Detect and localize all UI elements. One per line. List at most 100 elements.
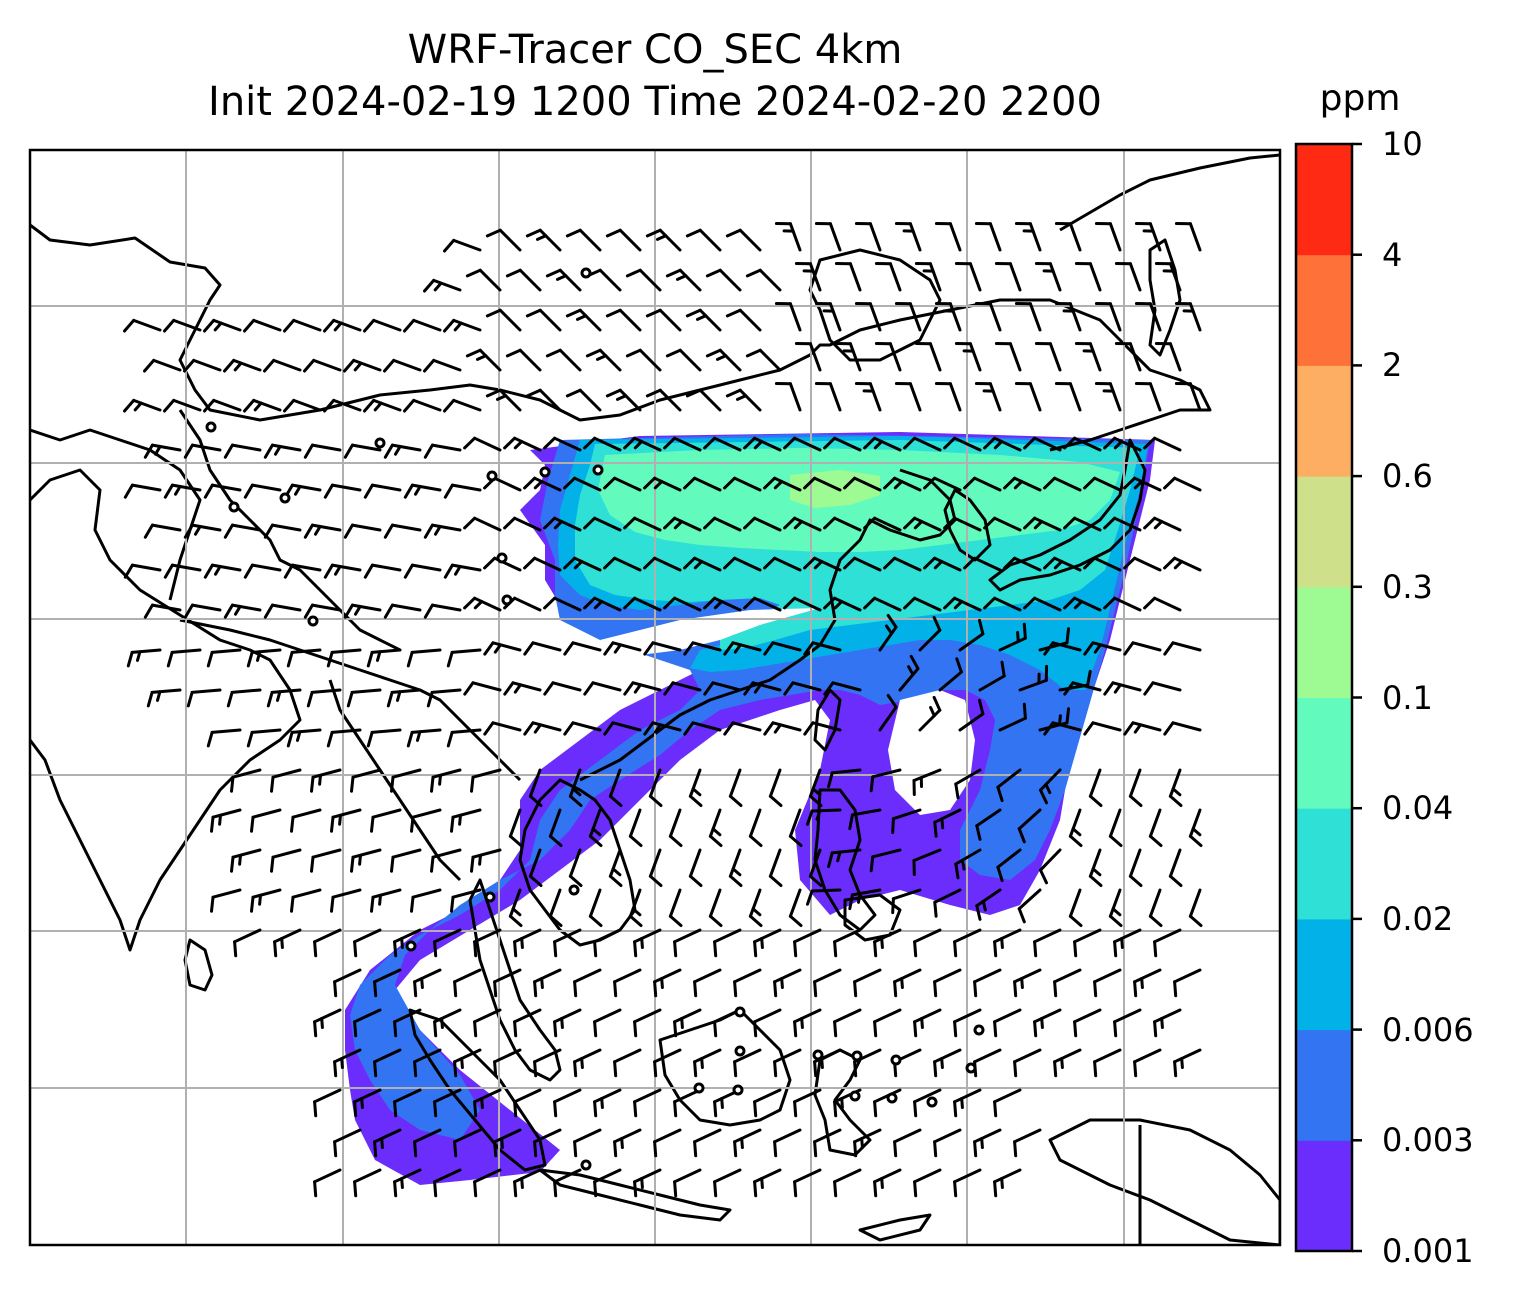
wind-barb-staff <box>753 1168 782 1184</box>
wind-barb-staff <box>711 681 742 692</box>
wind-barb-staff <box>513 596 542 612</box>
wind-barb-half-feather <box>693 560 704 570</box>
wind-barb-feather <box>723 556 737 570</box>
wind-barb-feather <box>1039 868 1048 885</box>
wind-barb-feather <box>568 794 583 807</box>
wind-barb-feather <box>1088 794 1103 807</box>
wind-barb-feather <box>563 721 575 736</box>
wind-barb-staff <box>370 563 402 572</box>
coast-india <box>30 468 302 952</box>
wind-barb-feather <box>975 904 982 921</box>
wind-barb-feather <box>353 1180 358 1198</box>
border-central-asia <box>30 428 202 601</box>
colorbar-tick-label: 2 <box>1382 346 1403 385</box>
wind-barb-staff <box>830 768 862 775</box>
wind-barb-half-feather <box>580 1057 584 1069</box>
wind-barb-staff <box>708 888 722 918</box>
wind-barb-staff <box>390 603 422 612</box>
wind-barb-feather <box>463 516 477 530</box>
wind-barb-staff <box>975 888 1002 908</box>
wind-barb-staff <box>633 596 662 612</box>
wind-barb-feather <box>975 824 982 841</box>
wind-barb-staff <box>748 808 762 838</box>
wind-barb-staff <box>373 1128 402 1144</box>
wind-barb-half-feather <box>1044 783 1052 795</box>
wind-barb-feather <box>625 268 642 278</box>
wind-barb-feather <box>183 523 194 539</box>
wind-barb-half-feather <box>713 600 724 610</box>
wind-barb-feather <box>513 1020 518 1038</box>
wind-barb-feather <box>605 228 622 238</box>
wind-barb-feather <box>250 815 255 833</box>
wind-barb-half-feather <box>476 354 488 361</box>
wind-barb-staff <box>313 1008 342 1024</box>
wind-barb-half-feather <box>533 480 544 490</box>
wind-barb-feather <box>673 940 678 958</box>
wind-barb-feather <box>450 895 455 913</box>
wind-barb-feather <box>953 1180 958 1198</box>
wind-barb-staff <box>553 436 582 452</box>
wind-barb-staff <box>132 318 162 332</box>
wind-barb-half-feather <box>1091 867 1102 877</box>
wind-barb-staff <box>1028 222 1042 252</box>
wind-barb-feather <box>525 388 542 398</box>
coast-north-asia <box>30 223 1212 452</box>
wind-barb-half-feather <box>576 314 588 321</box>
wind-barb-feather <box>353 1020 358 1038</box>
wind-barb-staff <box>908 302 922 332</box>
wind-barb-feather <box>703 436 717 450</box>
wind-barb-feather <box>863 436 877 450</box>
wind-barb-staff <box>392 358 422 372</box>
wind-barb-feather <box>1123 641 1135 656</box>
wind-barb-staff <box>1131 641 1162 652</box>
wind-barb-feather <box>763 556 777 570</box>
wind-barb-staff <box>332 318 362 332</box>
wind-barb-staff <box>893 476 922 492</box>
calm-marker <box>926 1096 938 1108</box>
wind-barb-feather <box>1003 556 1017 570</box>
wind-barb-staff <box>753 436 782 452</box>
wind-barb-half-feather <box>414 485 422 496</box>
wind-barb-half-feather <box>640 1177 644 1189</box>
wind-barb-half-feather <box>556 274 568 281</box>
calm-marker <box>539 466 551 478</box>
wind-barb-staff <box>933 808 962 824</box>
wind-barb-staff <box>578 308 602 332</box>
wind-barb-feather <box>763 476 777 490</box>
wind-barb-feather <box>768 794 783 807</box>
wind-barb-feather <box>350 775 355 793</box>
wind-barb-staff <box>478 268 502 292</box>
wind-barb-staff <box>430 523 462 532</box>
wind-barb-staff <box>372 318 402 332</box>
wind-barb-staff <box>1033 928 1062 944</box>
wind-barb-staff <box>973 1048 1002 1064</box>
wind-barb-half-feather <box>458 813 462 826</box>
wind-barb-feather <box>808 874 823 887</box>
wind-barb-staff <box>290 483 322 492</box>
wind-barb-staff <box>331 888 362 899</box>
wind-barb-staff <box>973 556 1002 572</box>
wind-barb-staff <box>658 308 682 332</box>
wind-barb-feather <box>605 308 622 318</box>
wind-barb-staff <box>130 483 162 492</box>
wind-barb-staff <box>190 523 222 532</box>
wind-barb-staff <box>633 928 662 944</box>
wind-barb-staff <box>312 358 342 372</box>
wind-barb-staff <box>513 1168 542 1184</box>
wind-barb-half-feather <box>433 281 443 292</box>
wind-barb-staff <box>1133 968 1162 984</box>
wind-barb-feather <box>793 1100 798 1118</box>
wind-barb-feather <box>943 596 957 610</box>
wind-barb-feather <box>483 721 495 736</box>
wind-barb-feather <box>645 228 662 238</box>
wind-barb-staff <box>271 848 302 859</box>
wind-barb-staff <box>1168 262 1182 292</box>
wind-barb-staff <box>172 318 202 332</box>
wind-barb-feather <box>473 1180 478 1198</box>
wind-barb-half-feather <box>953 600 964 610</box>
wind-barb-feather <box>713 1100 718 1118</box>
wind-barb-feather <box>1065 707 1070 725</box>
wind-barb-feather <box>243 318 256 333</box>
wind-barb-staff <box>588 808 602 838</box>
wind-barb-half-feather <box>500 1137 504 1149</box>
